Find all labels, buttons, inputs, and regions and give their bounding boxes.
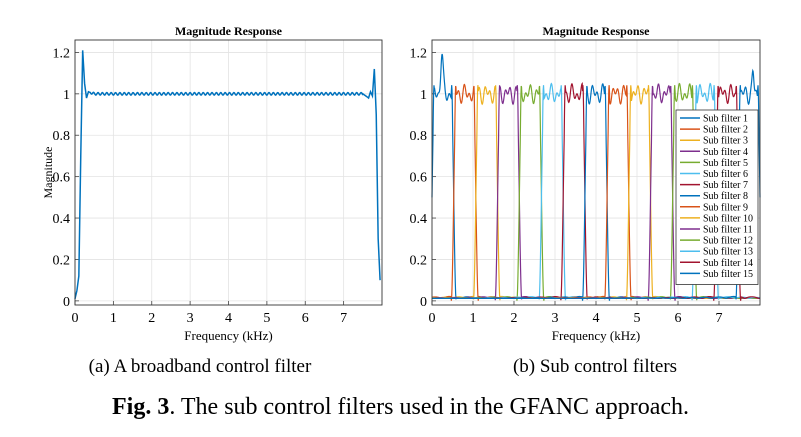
x-tick-label: 4 <box>225 311 232 326</box>
x-axis-label: Frequency (kHz) <box>552 328 640 343</box>
legend-label: Sub filter 4 <box>703 147 748 158</box>
x-tick-label: 1 <box>110 311 117 326</box>
x-tick-label: 7 <box>340 311 347 326</box>
y-tick-label: 0.8 <box>410 129 428 144</box>
legend-label: Sub filter 12 <box>703 236 753 247</box>
x-axis-label: Frequency (kHz) <box>184 328 272 343</box>
x-tick-label: 2 <box>511 311 518 326</box>
chart-b: 0 1 2 3 4 5 6 7 0 0.2 0.4 0.6 0.8 1 1.2 Magnitude Respo… <box>410 24 761 343</box>
legend-label: Sub filter 8 <box>703 191 748 202</box>
legend-box <box>675 109 759 285</box>
legend-label: Sub filter 1 <box>703 114 748 125</box>
x-tick-label: 6 <box>302 311 309 326</box>
x-tick-label: 6 <box>675 311 682 326</box>
y-tick-label: 0.6 <box>53 171 71 186</box>
legend-label: Sub filter 6 <box>703 169 748 180</box>
y-tick-label: 0 <box>63 295 70 310</box>
y-tick-label: 0.8 <box>53 129 71 144</box>
chart-title: Magnitude Response <box>175 24 283 38</box>
x-tick-label: 0 <box>429 311 436 326</box>
y-tick-label: 0 <box>420 295 427 310</box>
y-tick-label: 1 <box>420 88 427 103</box>
figure-label: Fig. 3 <box>111 394 170 420</box>
legend-label: Sub filter 2 <box>703 125 748 136</box>
plot-area-border <box>431 39 761 306</box>
legend-label: Sub filter 11 <box>703 225 753 236</box>
series-line-subfilter-15 <box>432 68 761 300</box>
y-axis-label: Magnitude <box>41 147 55 199</box>
plot-area-border <box>74 39 383 306</box>
legend-label: Sub filter 7 <box>703 180 748 191</box>
y-tick-label: 0.2 <box>53 253 71 268</box>
x-tick-label: 0 <box>72 311 79 326</box>
x-tick-label: 7 <box>716 311 723 326</box>
x-tick-label: 3 <box>187 311 194 326</box>
chart-a: 0 1 2 3 4 5 6 7 0 0.2 0.4 0.6 0.8 1 1.2 Magnitude Respo… <box>41 24 383 343</box>
y-tick-label: 1 <box>63 88 70 103</box>
subcaption-a: (a) A broadband control filter <box>88 356 312 377</box>
x-tick-label: 5 <box>263 311 270 326</box>
legend-label: Sub filter 10 <box>703 213 753 224</box>
y-tick-label: 0.4 <box>53 212 71 227</box>
legend-label: Sub filter 14 <box>703 258 753 269</box>
y-tick-label: 0.2 <box>410 253 428 268</box>
x-tick-label: 2 <box>148 311 155 326</box>
legend-label: Sub filter 3 <box>703 136 748 147</box>
figure-caption: Fig. 3. The sub control filters used in … <box>0 394 801 421</box>
legend-label: Sub filter 9 <box>703 202 748 213</box>
series-line-broadband <box>74 50 381 299</box>
legend-label: Sub filter 5 <box>703 158 748 169</box>
y-tick-label: 1.2 <box>53 46 71 61</box>
chart-title: Magnitude Response <box>542 24 650 38</box>
figure-caption-text: . The sub control filters used in the GF… <box>169 394 689 420</box>
y-tick-label: 0.4 <box>410 212 428 227</box>
y-tick-label: 0.6 <box>410 171 428 186</box>
x-tick-label: 3 <box>552 311 559 326</box>
legend-label: Sub filter 15 <box>703 269 753 280</box>
y-tick-label: 1.2 <box>410 46 428 61</box>
x-tick-label: 4 <box>593 311 600 326</box>
subcaption-b: (b) Sub control filters <box>512 356 678 377</box>
x-tick-label: 5 <box>634 311 641 326</box>
legend-label: Sub filter 13 <box>703 247 753 258</box>
x-tick-label: 1 <box>470 311 477 326</box>
